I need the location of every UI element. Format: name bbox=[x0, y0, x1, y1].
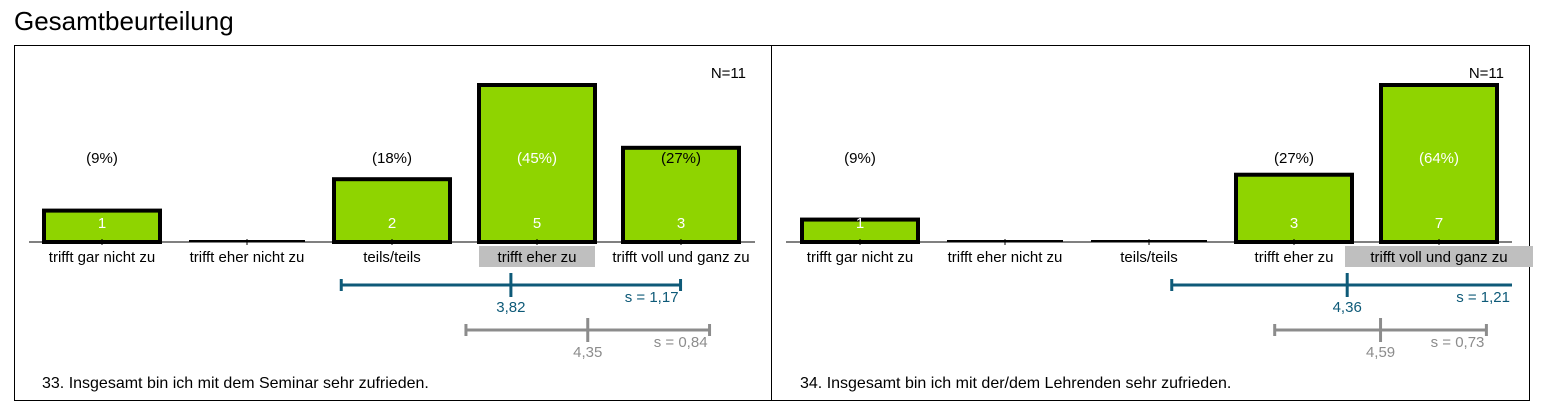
highlight-box bbox=[479, 246, 595, 267]
percent-label: (18%) bbox=[372, 150, 412, 167]
bar bbox=[42, 208, 162, 245]
highlight-box bbox=[1345, 246, 1533, 267]
percent-label: (9%) bbox=[844, 150, 876, 167]
x-tick-label: trifft voll und ganz zu bbox=[612, 249, 749, 266]
bar bbox=[621, 145, 741, 244]
chart-q34: N=11 1 (9%) 3 (27%) 7 (64%) trifft gar nicht zu… bbox=[786, 65, 1533, 392]
n-label: N=11 bbox=[711, 65, 746, 82]
value-label: 1 bbox=[856, 215, 864, 232]
reference-sd-label: s = 0,84 bbox=[654, 334, 708, 351]
bar bbox=[1379, 83, 1499, 244]
percent-label: (64%) bbox=[1419, 150, 1459, 167]
percent-label: (45%) bbox=[517, 150, 557, 167]
chart-q33: N=11 1 (9%) 2 (18%) 5 (45%) 3 (27%) trifft gar ni… bbox=[29, 65, 755, 392]
x-tick-label: trifft eher zu bbox=[498, 249, 577, 266]
x-tick-label: trifft eher nicht zu bbox=[948, 249, 1063, 266]
percent-label: (9%) bbox=[86, 150, 118, 167]
bar bbox=[1234, 172, 1354, 244]
mean-sd-label: s = 1,21 bbox=[1456, 289, 1510, 306]
value-label: 1 bbox=[98, 215, 106, 232]
n-label: N=11 bbox=[1469, 65, 1504, 82]
x-tick-label: trifft eher nicht zu bbox=[190, 249, 305, 266]
bar bbox=[477, 83, 597, 244]
value-label: 3 bbox=[1290, 215, 1298, 232]
x-tick-label: trifft eher zu bbox=[1255, 249, 1334, 266]
value-label: 3 bbox=[677, 215, 685, 232]
page-title: Gesamtbeurteilung bbox=[14, 6, 234, 36]
question-title: 34. Insgesamt bin ich mit der/dem Lehren… bbox=[800, 375, 1231, 392]
value-label: 2 bbox=[388, 215, 396, 232]
reference-sd-label: s = 0,73 bbox=[1431, 334, 1485, 351]
panel-divider bbox=[771, 45, 772, 401]
question-title: 33. Insgesamt bin ich mit dem Seminar se… bbox=[42, 375, 429, 392]
x-tick-label: trifft voll und ganz zu bbox=[1370, 249, 1507, 266]
mean-label: 4,36 bbox=[1333, 299, 1362, 316]
x-tick-label: teils/teils bbox=[363, 249, 421, 266]
percent-label: (27%) bbox=[661, 150, 701, 167]
bar bbox=[332, 177, 452, 244]
mean-sd-label: s = 1,17 bbox=[625, 289, 679, 306]
value-label: 7 bbox=[1435, 215, 1443, 232]
mean-label: 3,82 bbox=[496, 299, 525, 316]
x-tick-label: teils/teils bbox=[1120, 249, 1178, 266]
reference-label: 4,35 bbox=[573, 344, 602, 361]
reference-label: 4,59 bbox=[1366, 344, 1395, 361]
x-tick-label: trifft gar nicht zu bbox=[49, 249, 155, 266]
charts-frame bbox=[14, 45, 1530, 401]
x-tick-label: trifft gar nicht zu bbox=[807, 249, 913, 266]
value-label: 5 bbox=[533, 215, 541, 232]
percent-label: (27%) bbox=[1274, 150, 1314, 167]
